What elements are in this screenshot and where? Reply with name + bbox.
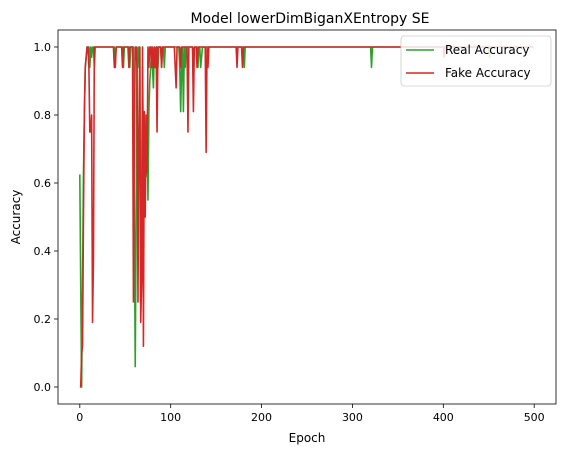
legend: Real Accuracy Fake Accuracy: [400, 35, 552, 87]
legend-label-fake: Fake Accuracy: [445, 66, 531, 80]
legend-label-real: Real Accuracy: [445, 43, 529, 57]
chart-title: Model lowerDimBiganXEntropy SE: [190, 11, 429, 27]
legend-box: [400, 35, 552, 87]
y-tick-label: 0.0: [34, 381, 52, 394]
x-tick-label: 300: [342, 411, 363, 424]
series-line-fake-accuracy: [79, 46, 534, 388]
x-tick-label: 200: [251, 411, 272, 424]
y-tick-label: 0.6: [34, 177, 52, 190]
x-tick-label: 100: [160, 411, 181, 424]
x-tick-label: 0: [76, 411, 83, 424]
axes-frame: [57, 29, 557, 405]
y-tick-label: 0.4: [34, 245, 52, 258]
y-axis-label: Accuracy: [9, 190, 23, 245]
x-axis-label: Epoch: [289, 431, 326, 445]
series-layer: [79, 46, 534, 388]
x-ticks: 0 100 200 300 400 500: [76, 404, 545, 424]
x-tick-label: 400: [433, 411, 454, 424]
y-tick-label: 0.2: [34, 313, 52, 326]
y-ticks: 0.0 0.2 0.4 0.6 0.8 1.0: [34, 41, 58, 394]
y-tick-label: 1.0: [34, 41, 52, 54]
y-tick-label: 0.8: [34, 109, 52, 122]
x-tick-label: 500: [524, 411, 545, 424]
